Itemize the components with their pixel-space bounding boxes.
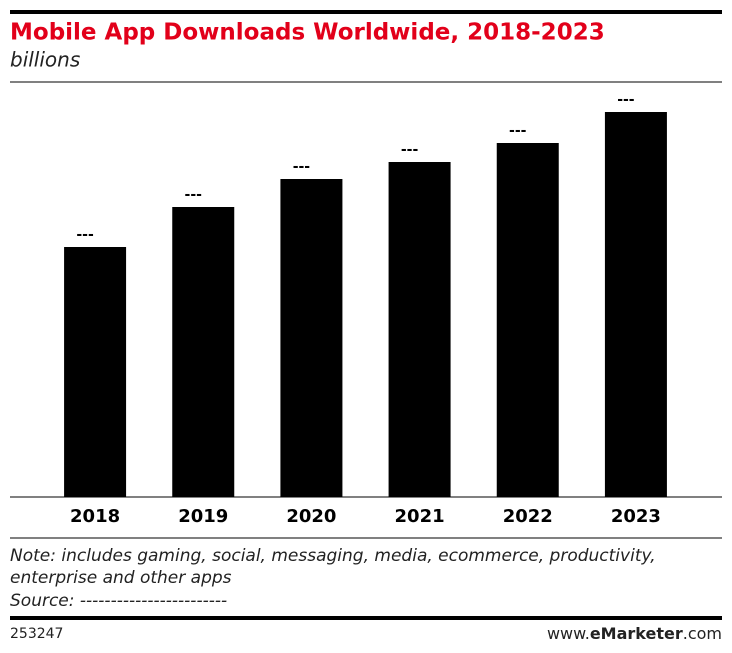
- chart-subtitle: billions: [10, 48, 80, 72]
- data-label: ---: [509, 123, 527, 139]
- bottom-rule: [10, 616, 722, 620]
- footer-id: 253247: [10, 626, 63, 642]
- x-tick-label: 2022: [503, 506, 553, 527]
- data-label: ---: [293, 159, 311, 175]
- footer-site-part: .com: [683, 624, 722, 643]
- footer-site-part: www.: [547, 624, 590, 643]
- note: enterprise and other apps: [10, 568, 232, 588]
- bar: [388, 162, 451, 497]
- top-rule: [10, 10, 722, 14]
- footer-site: www.eMarketer.com: [547, 624, 722, 643]
- bar: [64, 247, 127, 497]
- bar: [496, 143, 559, 497]
- source: Source: ------------------------: [10, 591, 227, 611]
- bar: [604, 112, 667, 497]
- x-tick-label: 2021: [395, 506, 445, 527]
- chart-title: Mobile App Downloads Worldwide, 2018-202…: [10, 20, 605, 46]
- x-tick-label: 2020: [286, 506, 336, 527]
- note: Note: includes gaming, social, messaging…: [10, 546, 656, 566]
- x-tick-label: 2019: [178, 506, 228, 527]
- bar: [172, 207, 235, 497]
- data-label: ---: [185, 187, 203, 203]
- data-label: ---: [617, 92, 635, 108]
- data-label: ---: [401, 142, 419, 158]
- data-label: ---: [76, 227, 94, 243]
- footer-site-brand: eMarketer: [590, 624, 683, 643]
- x-tick-label: 2018: [70, 506, 120, 527]
- bar: [280, 179, 343, 497]
- x-tick-label: 2023: [611, 506, 661, 527]
